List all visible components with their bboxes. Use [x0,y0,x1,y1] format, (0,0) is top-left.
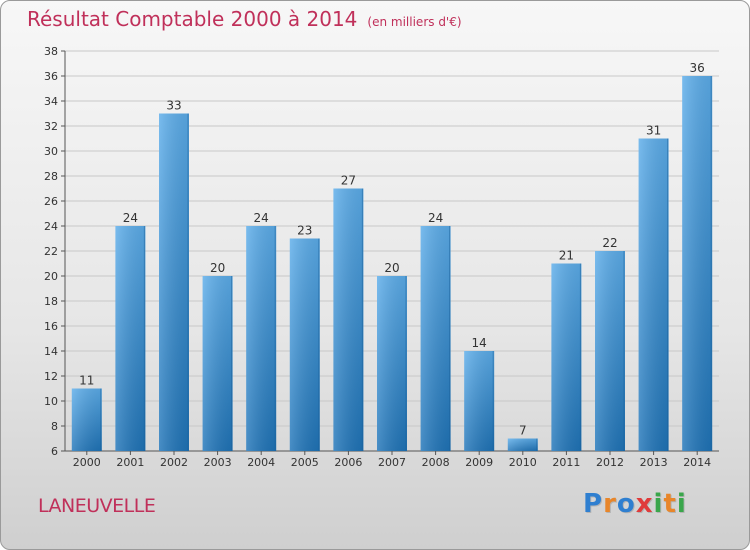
y-tick-label: 22 [44,245,58,258]
x-tick-label: 2011 [552,456,580,469]
logo-letter: i [653,489,664,519]
logo-letter: i [676,489,687,519]
chart-title-unit: (en milliers d'€) [367,15,462,29]
x-tick-label: 2009 [465,456,493,469]
bar-shade [289,238,320,451]
logo-letter: t [663,489,677,519]
x-tick-label: 2010 [509,456,537,469]
bar-shade [638,138,669,451]
bar-shade [507,438,538,451]
x-tick-label: 2001 [116,456,144,469]
value-label: 24 [123,211,138,225]
proxiti-logo[interactable]: Proxiti [583,489,687,519]
value-label: 31 [646,124,661,138]
value-label: 11 [79,374,94,388]
x-tick-label: 2000 [73,456,101,469]
value-label: 24 [428,211,443,225]
chart-title-text: Résultat Comptable 2000 à 2014 [27,7,358,31]
y-tick-label: 18 [44,295,58,308]
value-label: 22 [602,236,617,250]
value-label: 23 [297,224,312,238]
y-tick-label: 38 [44,45,58,58]
y-tick-label: 28 [44,170,58,183]
bar-shade [377,276,407,451]
bar-shade [115,226,146,451]
bar-shade [420,226,451,451]
x-tick-label: 2014 [683,456,711,469]
y-tick-label: 24 [44,220,58,233]
bar-shade [464,351,495,451]
x-tick-labels: 2000 2001 2002 2003 2004 2005 2006 2007 2008 2009… [73,456,711,469]
commune-name: LANEUVELLE [38,495,156,517]
x-tick-label: 2002 [160,456,188,469]
bar-shade [246,226,277,451]
logo-letter: x [635,489,654,519]
bars [71,76,713,451]
value-label: 20 [210,261,225,275]
y-tick-labels: 6 8 10 12 14 16 18 20 22 24 26 28 30 32 34 36 38 [44,45,58,458]
x-tick-label: 2012 [596,456,624,469]
y-tick-label: 30 [44,145,58,158]
value-labels: 11 24 33 20 24 23 27 20 24 14 7 21 22 31 36 [79,61,705,438]
chart-title: Résultat Comptable 2000 à 2014 (en millie… [27,7,462,35]
y-tick-label: 12 [44,370,58,383]
bar-shade [551,263,582,451]
logo-letter: r [603,489,617,519]
bar-shade [595,251,625,451]
y-tick-label: 26 [44,195,58,208]
value-label: 33 [166,99,181,113]
bar-shade [71,388,102,451]
y-tick-label: 36 [44,70,58,83]
value-label: 7 [519,424,527,438]
y-tick-label: 10 [44,395,58,408]
y-tick-label: 20 [44,270,58,283]
x-tick-label: 2005 [291,456,319,469]
y-tick-label: 34 [44,95,58,108]
bar-shade [159,113,189,451]
bar-shade [682,76,713,451]
logo-letter: o [616,489,636,519]
bar-shade [333,188,364,451]
value-label: 20 [384,261,399,275]
y-tick-label: 16 [44,320,58,333]
value-label: 36 [690,61,705,75]
value-label: 14 [472,336,487,350]
y-tick-label: 8 [51,420,58,433]
x-tick-label: 2006 [334,456,362,469]
y-tick-label: 14 [44,345,58,358]
value-label: 27 [341,174,356,188]
logo-letter: P [583,489,604,519]
value-label: 21 [559,249,574,263]
x-tick-label: 2013 [640,456,668,469]
x-tick-label: 2003 [204,456,232,469]
value-label: 24 [254,211,269,225]
x-tick-label: 2004 [247,456,275,469]
x-tick-label: 2007 [378,456,406,469]
bar-shade [202,276,233,451]
y-tick-label: 32 [44,120,58,133]
x-tick-label: 2008 [422,456,450,469]
y-tick-label: 6 [51,445,58,458]
